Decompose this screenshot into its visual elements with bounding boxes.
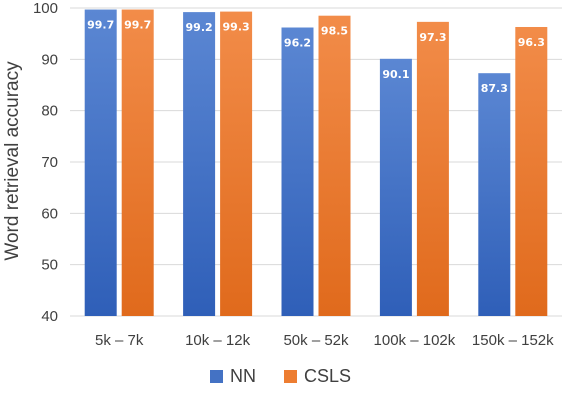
bar-nn — [281, 27, 314, 317]
legend-swatch-nn — [210, 370, 223, 383]
data-labels: 99.7 99.2 96.2 90.1 87.3 99.7 99.3 98.5 97.3 96.3 — [87, 19, 545, 96]
x-tick-label: 5k – 7k — [95, 332, 144, 349]
legend: NN CSLS — [210, 366, 351, 386]
y-tick-label: 100 — [33, 0, 58, 17]
bar-nn — [183, 12, 216, 317]
data-label: 99.7 — [124, 19, 151, 32]
y-tick-label: 50 — [41, 257, 58, 274]
bar-csls — [121, 9, 154, 316]
data-label: 96.3 — [518, 36, 545, 49]
bar-csls — [318, 15, 351, 316]
bar-csls — [220, 11, 253, 317]
y-tick-label: 90 — [41, 51, 58, 68]
data-label: 99.3 — [223, 21, 250, 34]
bar-csls — [515, 26, 548, 316]
data-label: 99.2 — [186, 21, 213, 34]
x-tick-label: 10k – 12k — [185, 332, 251, 349]
legend-swatch-csls — [284, 370, 297, 383]
y-tick-label: 60 — [41, 205, 58, 222]
x-tick-label: 50k – 52k — [283, 332, 349, 349]
legend-label-csls: CSLS — [304, 366, 351, 386]
y-tick-label: 70 — [41, 154, 58, 171]
bar-csls — [416, 21, 449, 317]
axes: 40 50 60 70 80 90 100 5k – 7k 10k – 12k 50k – 52k… — [33, 0, 554, 349]
bar-nn — [379, 58, 412, 316]
bar-nn — [478, 73, 511, 317]
y-axis-title: Word retrieval accuracy — [2, 61, 23, 261]
data-label: 99.7 — [87, 19, 114, 32]
data-label: 87.3 — [481, 82, 508, 95]
y-tick-label: 80 — [41, 103, 58, 120]
x-tick-label: 100k – 102k — [374, 332, 456, 349]
y-tick-label: 40 — [41, 308, 58, 325]
bars — [84, 9, 548, 317]
data-label: 90.1 — [382, 68, 409, 81]
x-tick-label: 150k – 152k — [472, 332, 554, 349]
data-label: 97.3 — [419, 31, 446, 44]
legend-label-nn: NN — [230, 366, 256, 386]
data-label: 96.2 — [284, 37, 311, 50]
data-label: 98.5 — [321, 25, 348, 38]
bar-nn — [84, 9, 117, 316]
